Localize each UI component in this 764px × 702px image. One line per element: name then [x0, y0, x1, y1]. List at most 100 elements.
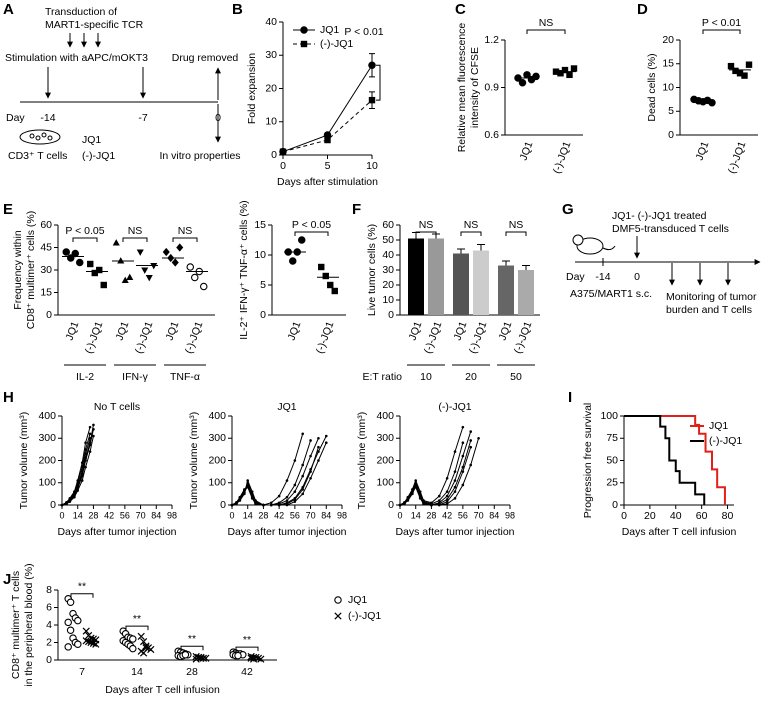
- marker: [430, 501, 433, 505]
- y-tick-label: 0: [388, 499, 394, 511]
- marker: [414, 479, 418, 482]
- error-bar: [522, 265, 530, 270]
- y-tick-label: 400: [208, 410, 226, 422]
- x-axis-label: Days after T cell infusion: [622, 526, 737, 538]
- x-tick-label: 84: [489, 510, 499, 520]
- marker: [301, 463, 305, 467]
- marker: [243, 490, 246, 494]
- chart-title: (-)-JQ1: [438, 401, 471, 413]
- legend-label: (-)-JQ1: [709, 435, 742, 447]
- label: Transduction of: [45, 6, 117, 18]
- bracket: [294, 231, 329, 236]
- y-tick-label: 0: [388, 309, 394, 321]
- x-tick-label: 56: [458, 510, 468, 520]
- marker: [437, 494, 441, 498]
- marker: [285, 479, 289, 482]
- bracket: [702, 29, 741, 34]
- x-tick-label: 28: [258, 510, 268, 520]
- marker: [318, 263, 325, 271]
- y-axis-label: IL-2⁺ IFN-γ⁺ TNF-α⁺ cells (%): [238, 200, 250, 339]
- bar: [428, 238, 444, 315]
- y-tick-label: 40: [382, 249, 394, 261]
- marker: [60, 503, 64, 507]
- mouse-icon: [576, 237, 604, 255]
- label: Drug removed: [172, 52, 239, 64]
- marker: [445, 490, 449, 493]
- marker: [453, 497, 457, 500]
- x-tick-label: 0: [280, 160, 286, 172]
- y-tick-label: 50: [382, 234, 394, 246]
- marker: [445, 502, 449, 506]
- section-label: 10: [420, 371, 432, 383]
- marker: [66, 598, 75, 606]
- x-tick-label: 42: [241, 666, 253, 678]
- marker: [238, 497, 242, 501]
- marker: [461, 441, 465, 445]
- x-axis-label: Days after T cell infusion: [105, 684, 220, 696]
- marker: [92, 423, 95, 427]
- marker: [76, 481, 80, 485]
- marker: [64, 618, 72, 627]
- marker: [293, 483, 297, 487]
- panel-label: B: [232, 1, 243, 18]
- marker: [293, 490, 297, 493]
- label: burden and T cells: [666, 304, 752, 316]
- y-tick-label: 20: [662, 34, 674, 46]
- marker: [453, 485, 457, 489]
- x-tick-label: 20: [644, 510, 656, 522]
- x-tick-label: 98: [505, 510, 515, 520]
- marker: [727, 62, 735, 70]
- marker: [262, 503, 265, 507]
- bracket: [376, 64, 381, 101]
- annotation: P < 0.01: [344, 26, 383, 38]
- marker: [561, 66, 569, 74]
- annotation: P < 0.01: [702, 17, 741, 29]
- label: Monitoring of tumor: [666, 291, 757, 303]
- marker: [570, 65, 578, 72]
- marker: [87, 638, 95, 647]
- marker: [309, 470, 312, 473]
- panel-label: E: [3, 201, 13, 218]
- x-tick-label: 28: [426, 510, 436, 520]
- marker: [309, 439, 312, 442]
- marker: [129, 644, 137, 653]
- y-tick-label: 8: [46, 584, 52, 596]
- error-bar: [502, 260, 510, 266]
- x-tick-label: JQ1: [114, 320, 132, 342]
- marker: [324, 434, 328, 438]
- marker: [246, 484, 250, 488]
- section-label: 50: [510, 371, 522, 383]
- marker: [246, 482, 250, 486]
- marker: [91, 269, 98, 277]
- y-axis-label: Dead cells (%): [646, 53, 658, 121]
- x-tick-label: 14: [131, 666, 143, 678]
- legend-label: JQ1: [348, 594, 367, 606]
- marker: [65, 502, 68, 505]
- y-tick-label: 0: [612, 499, 618, 511]
- label: -14: [595, 271, 610, 283]
- label: DMF5-transduced T cells: [612, 223, 729, 235]
- y-axis-label: CD8⁺ multimer⁺ cells (%): [25, 211, 37, 329]
- y-axis-label: Tumor volume (mm³): [188, 412, 200, 510]
- mouse-icon: [572, 234, 584, 246]
- marker: [301, 488, 305, 491]
- marker: [92, 434, 95, 438]
- marker: [126, 273, 134, 281]
- marker: [136, 249, 144, 256]
- marker: [147, 645, 155, 654]
- bracket: [235, 646, 259, 652]
- legend-marker: [334, 596, 342, 604]
- marker: [288, 257, 297, 265]
- y-tick-label: 100: [600, 410, 618, 422]
- annotation: **: [78, 581, 86, 593]
- marker: [194, 653, 203, 661]
- legend-label: (-)-JQ1: [348, 610, 381, 622]
- y-tick-label: 4: [46, 619, 52, 631]
- survival-curve: [624, 415, 726, 505]
- marker: [437, 503, 441, 507]
- marker: [257, 655, 265, 663]
- line: [399, 438, 480, 506]
- survival-curve: [624, 415, 706, 505]
- y-tick-label: 2: [46, 636, 52, 648]
